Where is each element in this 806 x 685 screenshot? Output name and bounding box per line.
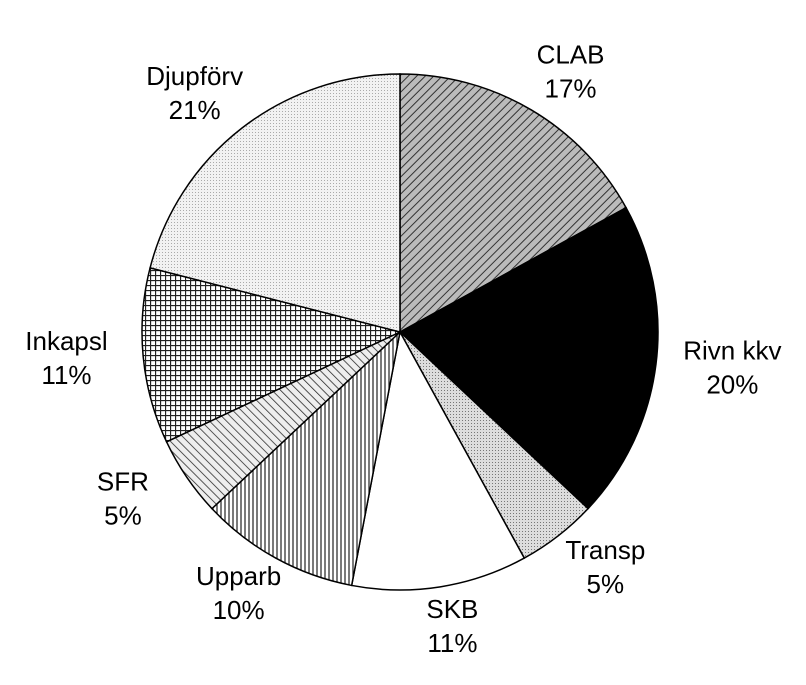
pie-slice [399,73,628,334]
slice-value-label: 5% [104,501,142,531]
slice-value-label: 21% [169,95,221,125]
pie-slice [141,266,403,443]
slice-label: Rivn kkv [683,335,781,365]
slice-label: SKB [426,594,478,624]
pie-slice [210,329,402,587]
slice-label: CLAB [537,40,605,70]
slice-value-label: 10% [213,595,265,625]
slice-label: Inkapsl [25,326,107,356]
slice-value-label: 17% [545,74,597,104]
slice-label: SFR [97,467,149,497]
pie-slice [350,329,526,591]
slice-value-label: 20% [706,369,758,399]
slice-label: Transp [565,535,645,565]
slice-value-label: 11% [41,360,91,390]
pie-slice [149,73,401,333]
slice-value-label: 11% [427,628,477,658]
slice-label: Upparb [196,561,281,591]
slice-value-label: 5% [587,569,625,599]
slice-label: Djupförv [146,61,243,91]
pie-slice [398,206,659,510]
